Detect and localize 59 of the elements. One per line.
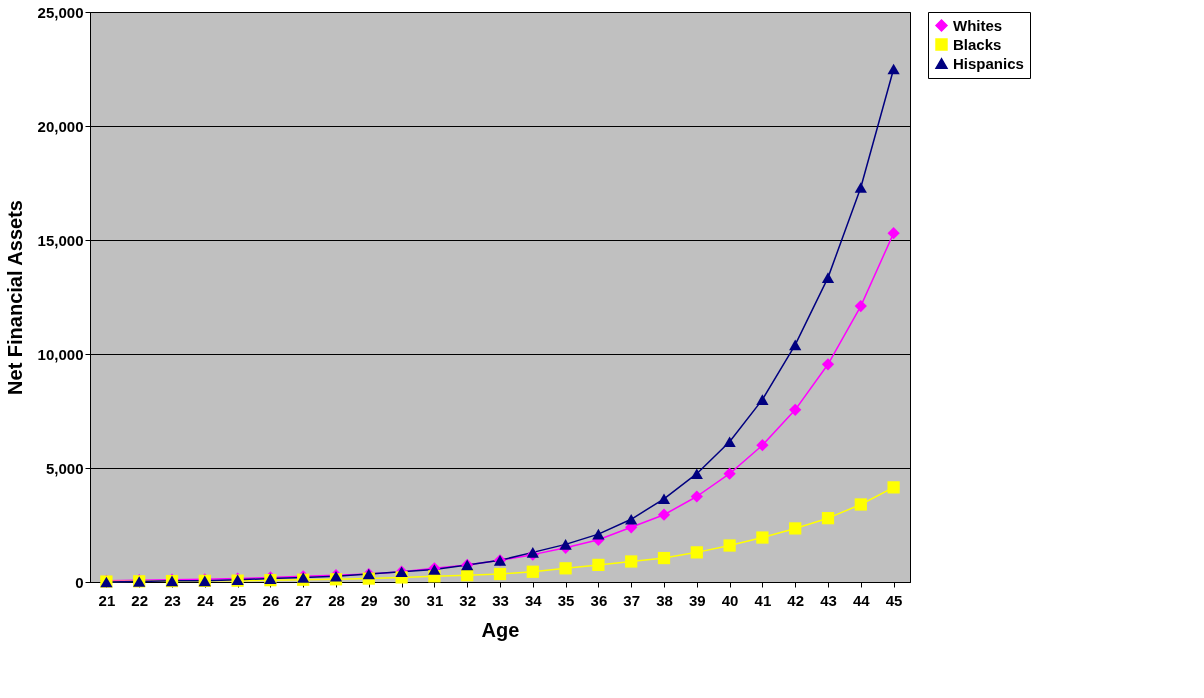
x-tick-label: 27 [295,591,313,609]
point [789,522,802,535]
y-tick-label: 20,000 [37,117,84,135]
point [854,498,867,511]
y-tick-label: 0 [75,573,84,591]
point [789,403,802,416]
point [657,551,671,565]
x-tick-label: 36 [590,591,608,609]
x-tick-label: 34 [524,591,543,609]
x-tick-label: 38 [656,591,673,609]
x-tick-label: 39 [688,591,706,609]
point [690,490,703,503]
point [821,512,835,525]
y-tick-label: 25,000 [37,3,84,21]
point [756,439,769,452]
y-tick-label: 10,000 [37,345,84,363]
point [821,358,835,371]
point [657,493,671,505]
x-tick-label: 31 [426,591,444,609]
x-tick-label: 22 [131,591,149,609]
legend-label: Hispanics [953,54,1024,72]
y-tick-label: 15,000 [37,231,84,249]
point [854,182,867,193]
x-tick-label: 45 [885,591,903,609]
point [625,555,638,568]
point [592,558,605,572]
x-tick-label: 29 [360,591,378,609]
point [690,468,703,479]
point [854,300,867,313]
x-tick-label: 35 [557,591,575,609]
x-tick-label: 42 [787,591,805,609]
x-tick-label: 41 [754,591,772,609]
x-tick-label: 40 [721,591,739,609]
x-tick-label: 44 [852,591,871,609]
point [657,508,671,521]
x-tick-label: 33 [492,591,509,609]
point [690,546,703,559]
point [493,567,507,581]
legend-label: Whites [953,16,1003,34]
x-axis-title: Age [481,618,520,641]
x-tick-label: 37 [623,591,641,609]
x-tick-label: 24 [196,591,215,609]
point [625,514,638,525]
point [526,565,539,578]
point [821,272,835,283]
point [887,227,900,240]
y-tick-label: 5,000 [45,459,84,477]
legend-label: Blacks [953,35,1002,53]
x-tick-label: 30 [393,591,411,609]
x-tick-label: 43 [820,591,837,609]
x-tick-label: 26 [262,591,280,609]
y-axis-title: Net Financial Assets [3,200,26,395]
x-tick-label: 21 [98,591,116,609]
point [461,569,474,582]
x-tick-label: 25 [229,591,247,609]
x-tick-label: 32 [459,591,477,609]
x-tick-label: 28 [328,591,345,609]
point [789,339,802,351]
x-tick-label: 23 [164,591,181,609]
